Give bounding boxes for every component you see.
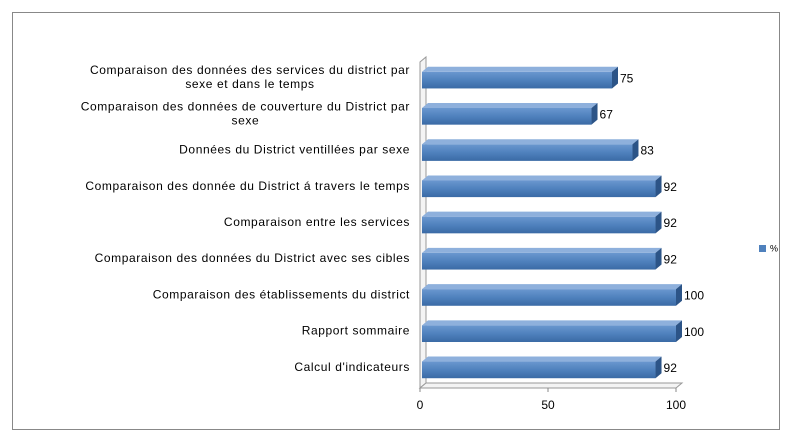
bar-front [422, 216, 656, 234]
bar-side [676, 284, 682, 306]
bar-top [422, 284, 682, 290]
bar [422, 211, 662, 234]
floor [418, 382, 684, 389]
bar-front [422, 108, 592, 125]
bar-side [591, 103, 598, 125]
bar-side [632, 139, 639, 161]
y-tick-label: Données du District ventillées par sexe [179, 143, 410, 157]
data-label: 92 [664, 361, 678, 375]
x-tick-label: 50 [541, 398, 555, 412]
bar-front [422, 252, 656, 270]
y-tick-label: Comparaison entre les services [224, 215, 410, 229]
bar-top [422, 356, 662, 362]
bar-top [422, 139, 639, 145]
y-tick-label: Comparaison des données du District avec… [95, 251, 410, 265]
bar-top [422, 211, 662, 217]
bar-side [676, 320, 682, 342]
bar-front [422, 361, 656, 379]
bar [422, 139, 639, 161]
y-tick-label: Comparaison des données des services du … [90, 63, 410, 91]
bar-side [612, 66, 618, 89]
bar-side [655, 211, 662, 234]
bar-top [422, 247, 662, 253]
bar-front [422, 325, 676, 342]
bar-top [422, 175, 662, 181]
legend-label: % [770, 243, 778, 253]
bar [422, 356, 662, 379]
bar-side [655, 356, 662, 379]
bar [422, 247, 662, 270]
x-tick-label: 0 [417, 398, 424, 412]
y-tick-label: Comparaison des données de couverture du… [81, 100, 410, 128]
data-label: 92 [664, 180, 678, 194]
y-tick-label: Calcul d'indicateurs [294, 360, 410, 374]
bar-side [655, 175, 662, 198]
bar [422, 320, 682, 342]
data-label: 100 [684, 289, 704, 303]
x-tick-label: 100 [666, 398, 686, 412]
bar [422, 175, 662, 198]
bar-top [422, 66, 618, 72]
bar-front [422, 144, 633, 161]
data-label: 83 [640, 144, 654, 158]
y-tick-label: Comparaison des établissements du distri… [153, 288, 410, 302]
data-label: 92 [664, 216, 678, 230]
data-label: 67 [600, 108, 614, 122]
bar-front [422, 289, 676, 306]
bar [422, 103, 598, 125]
legend-swatch [759, 245, 766, 252]
bar-top [422, 103, 598, 109]
y-tick-label: Rapport sommaire [302, 324, 410, 338]
data-label: 92 [664, 252, 678, 266]
bar-front [422, 71, 612, 89]
bar-top [422, 320, 682, 326]
y-tick-label: Comparaison des donnée du District á tra… [85, 179, 410, 193]
bar-side [655, 247, 662, 270]
data-label: 100 [684, 325, 704, 339]
data-label: 75 [620, 71, 634, 85]
bar [422, 284, 682, 306]
bar [422, 66, 618, 89]
bar-front [422, 180, 656, 198]
